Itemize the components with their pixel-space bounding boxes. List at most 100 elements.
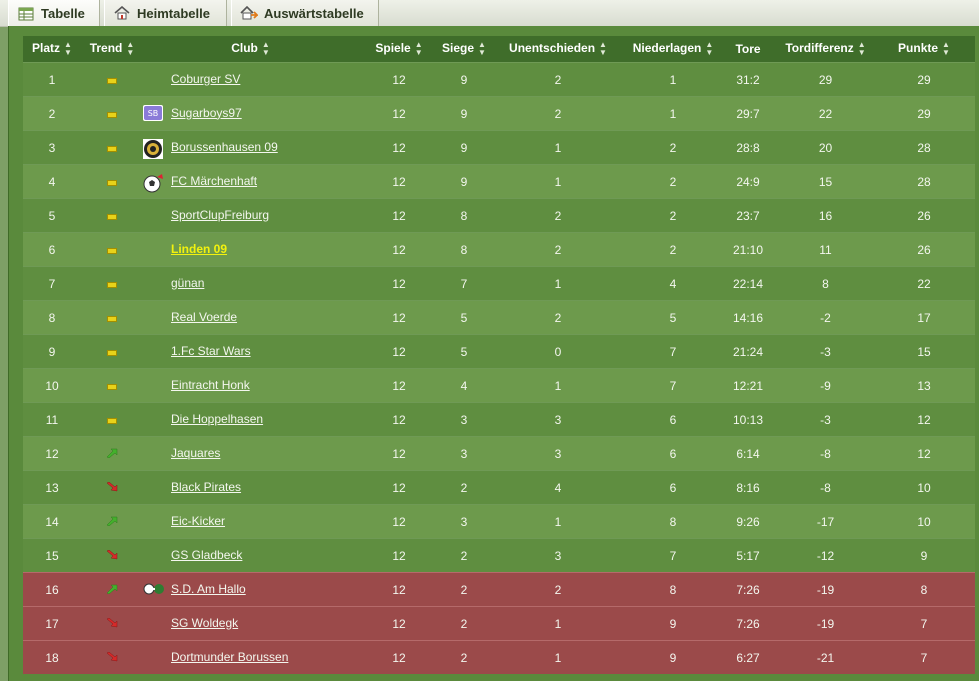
goals-cell: 31:2 [718,62,778,97]
trend-cell [81,606,143,641]
draws-cell: 1 [488,368,628,403]
club-link[interactable]: GS Gladbeck [171,547,243,562]
trend-down-icon [106,617,118,631]
column-header-siege[interactable]: Siege ▲ ▼ [440,36,488,63]
losses-cell: 8 [628,504,718,539]
trend-cell [81,232,143,267]
table-icon [17,6,35,22]
wins-cell: 2 [440,538,488,573]
column-header-trend[interactable]: Trend ▲ ▼ [81,36,143,63]
club-cell: Real Voerde [143,300,358,335]
tab-auswaertstabelle-label: Auswärtstabelle [264,5,364,21]
games-cell: 12 [358,504,440,539]
column-header-niederlagen[interactable]: Niederlagen ▲ ▼ [628,36,718,63]
draws-cell: 3 [488,538,628,573]
rank-cell: 14 [23,504,81,539]
trend-cell [81,402,143,437]
games-cell: 12 [358,130,440,165]
losses-cell: 5 [628,300,718,335]
rank-cell: 9 [23,334,81,369]
column-header-label: Siege [442,41,475,56]
goals-cell: 12:21 [718,368,778,403]
trend-same-icon [107,107,117,121]
table-row: 14 Eic-Kicker 12 3 1 8 9:26 -17 10 [23,504,975,539]
trend-cell [81,164,143,199]
rank-cell: 18 [23,640,81,674]
column-header-unentschieden[interactable]: Unentschieden ▲ ▼ [488,36,628,63]
club-link[interactable]: Real Voerde [171,309,238,324]
draws-cell: 4 [488,470,628,505]
points-cell: 12 [873,436,975,471]
club-link[interactable]: S.D. Am Hallo [171,581,246,596]
club-logo-placeholder [143,649,163,667]
sort-icon: ▲ ▼ [261,40,270,57]
games-cell: 12 [358,62,440,97]
losses-cell: 2 [628,198,718,233]
column-header-tordifferenz[interactable]: Tordifferenz ▲ ▼ [778,36,873,63]
goal-difference-cell: 11 [778,232,873,267]
club-cell: Eintracht Honk [143,368,358,403]
club-cell: Black Pirates [143,470,358,505]
wins-cell: 5 [440,300,488,335]
column-header-spiele[interactable]: Spiele ▲ ▼ [358,36,440,63]
points-cell: 26 [873,232,975,267]
club-link[interactable]: FC Märchenhaft [171,173,258,188]
draws-cell: 1 [488,504,628,539]
club-link[interactable]: Borussenhausen 09 [171,139,278,154]
trend-cell [81,470,143,505]
wins-cell: 2 [440,640,488,674]
club-link[interactable]: Die Hoppelhasen [171,411,264,426]
trend-cell [81,62,143,97]
away-home-icon [240,5,258,21]
standings-table: Platz ▲ ▼ Trend ▲ ▼ Club ▲ ▼ Spiele ▲ ▼ Siege ▲ ▼ Unent… [23,36,975,674]
club-link[interactable]: günan [171,275,205,290]
tab-heimtabelle[interactable]: Heimtabelle [104,0,227,26]
points-cell: 29 [873,62,975,97]
goal-difference-cell: -2 [778,300,873,335]
club-logo-placeholder [143,479,163,497]
borussenhausen-logo-icon [143,138,163,159]
tab-auswaertstabelle[interactable]: Auswärtstabelle [231,0,379,26]
club-logo-placeholder [143,547,163,565]
club-link[interactable]: Black Pirates [171,479,242,494]
club-link[interactable]: Coburger SV [171,71,241,86]
club-link[interactable]: SG Woldegk [171,615,239,630]
trend-same-icon [107,311,117,325]
club-link[interactable]: Sugarboys97 [171,105,242,120]
club-cell: Borussenhausen 09 [143,130,358,165]
club-link[interactable]: SportClupFreiburg [171,207,270,222]
table-header-row: Platz ▲ ▼ Trend ▲ ▼ Club ▲ ▼ Spiele ▲ ▼ Siege ▲ ▼ Unent… [23,36,975,63]
losses-cell: 7 [628,368,718,403]
points-cell: 28 [873,130,975,165]
tab-tabelle[interactable]: Tabelle [8,0,100,27]
club-link[interactable]: Jaquares [171,445,221,460]
goals-cell: 21:10 [718,232,778,267]
column-header-club[interactable]: Club ▲ ▼ [143,36,358,63]
draws-cell: 2 [488,300,628,335]
club-cell: GS Gladbeck [143,538,358,573]
column-header-platz[interactable]: Platz ▲ ▼ [23,36,81,63]
club-link[interactable]: 1.Fc Star Wars [171,343,251,358]
trend-cell [81,504,143,539]
club-link[interactable]: Dortmunder Borussen [171,649,289,664]
goal-difference-cell: -12 [778,538,873,573]
games-cell: 12 [358,96,440,131]
rank-cell: 8 [23,300,81,335]
goal-difference-cell: -8 [778,436,873,471]
goals-cell: 23:7 [718,198,778,233]
club-cell: Coburger SV [143,62,358,97]
table-row: 7 günan 12 7 1 4 22:14 8 22 [23,266,975,301]
column-header-punkte[interactable]: Punkte ▲ ▼ [873,36,975,63]
club-link[interactable]: Eic-Kicker [171,513,226,528]
club-link[interactable]: Linden 09 [171,241,228,256]
goal-difference-cell: 8 [778,266,873,301]
club-logo-placeholder [143,241,163,259]
goal-difference-cell: 29 [778,62,873,97]
losses-cell: 7 [628,538,718,573]
club-cell: Die Hoppelhasen [143,402,358,437]
rank-cell: 16 [23,572,81,607]
sugarboys-logo-icon: SB [143,104,163,123]
wins-cell: 8 [440,198,488,233]
club-link[interactable]: Eintracht Honk [171,377,250,392]
club-logo-placeholder [143,377,163,395]
